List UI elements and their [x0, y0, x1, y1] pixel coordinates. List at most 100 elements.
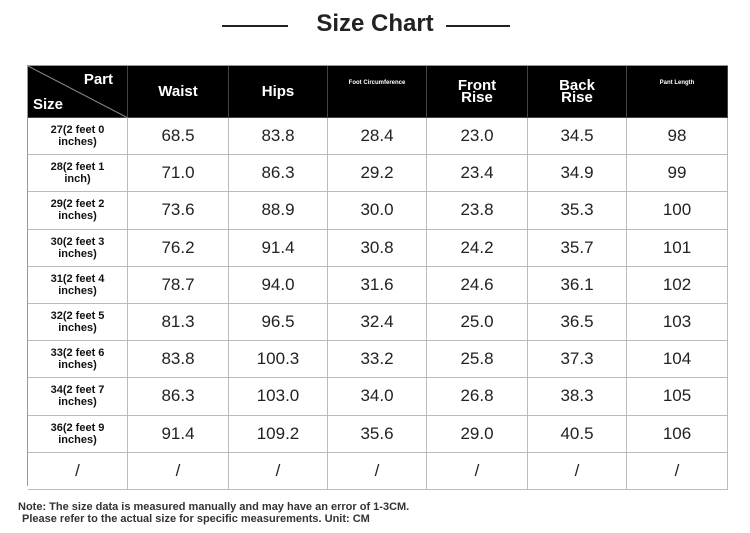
value-cell: /	[427, 452, 528, 490]
value-cell-text: 25.8	[460, 349, 494, 369]
value-cell: 38.3	[528, 378, 627, 416]
value-cell: 31.6	[328, 266, 427, 304]
title: Size Chart	[316, 10, 434, 37]
value-cell: 109.2	[229, 415, 328, 453]
value-cell: 104	[627, 341, 728, 379]
value-cell-text: 32.4	[360, 312, 394, 332]
value-cell: 105	[627, 378, 728, 416]
column-header-text: Hips	[261, 82, 295, 100]
corner-label: Part	[83, 71, 113, 88]
value-cell-text: 106	[662, 423, 692, 443]
size-table: Part Size Waist Hips Foot Circumference Front…	[27, 65, 728, 490]
value-cell: 73.6	[128, 192, 229, 230]
value-cell-text: 86.3	[161, 386, 195, 406]
value-cell: 91.4	[229, 229, 328, 267]
column-header: Pant Length	[627, 66, 728, 118]
value-cell: 30.8	[328, 229, 427, 267]
value-cell-text: 104	[662, 349, 692, 369]
column-header-text: Waist	[158, 82, 198, 100]
column-header: Back Rise	[528, 66, 627, 118]
value-cell: /	[627, 452, 728, 490]
value-cell-text: /	[275, 460, 281, 480]
value-cell-text: 103.0	[256, 386, 300, 406]
value-cell-text: 40.5	[560, 423, 594, 443]
value-cell: 81.3	[128, 304, 229, 342]
value-cell: 36.1	[528, 266, 627, 304]
value-cell-text: 29.2	[360, 163, 394, 183]
value-cell: 35.3	[528, 192, 627, 230]
value-cell-text: 38.3	[560, 386, 594, 406]
value-cell: 23.0	[427, 118, 528, 156]
value-cell-text: 78.7	[161, 274, 195, 294]
value-cell: 100.3	[229, 341, 328, 379]
value-cell-text: 36.5	[560, 312, 594, 332]
value-cell-text: 24.6	[460, 274, 494, 294]
value-cell-text: 23.4	[460, 163, 494, 183]
column-header: Waist	[128, 66, 229, 118]
value-cell-text: 31.6	[360, 274, 394, 294]
value-cell: 32.4	[328, 304, 427, 342]
size-cell: 27(2 feet 0 inches)	[28, 118, 128, 156]
value-cell-text: 33.2	[360, 349, 394, 369]
value-cell: 102	[627, 266, 728, 304]
value-cell: 106	[627, 415, 728, 453]
value-cell: 78.7	[128, 266, 229, 304]
size-cell-text: 28(2 feet 1 inch)	[50, 161, 105, 186]
value-cell-text: 83.8	[261, 126, 295, 146]
value-cell: 94.0	[229, 266, 328, 304]
size-cell: 33(2 feet 6 inches)	[28, 341, 128, 379]
size-cell-text: 32(2 feet 5 inches)	[50, 310, 105, 335]
value-cell: 99	[627, 155, 728, 193]
value-cell: 100	[627, 192, 728, 230]
value-cell: 40.5	[528, 415, 627, 453]
value-cell-text: 83.8	[161, 349, 195, 369]
size-cell-text: 30(2 feet 3 inches)	[50, 235, 105, 260]
value-cell: 33.2	[328, 341, 427, 379]
value-cell-text: 34.0	[360, 386, 394, 406]
value-cell: 25.8	[427, 341, 528, 379]
value-cell: 88.9	[229, 192, 328, 230]
size-cell: /	[28, 452, 128, 490]
size-cell: 34(2 feet 7 inches)	[28, 378, 128, 416]
value-cell-text: 30.0	[360, 200, 394, 220]
column-header-text: Front Rise	[457, 76, 497, 106]
value-cell: 36.5	[528, 304, 627, 342]
value-cell-text: 100.3	[256, 349, 300, 369]
value-cell-text: 68.5	[161, 126, 195, 146]
value-cell: 35.7	[528, 229, 627, 267]
value-cell: 29.2	[328, 155, 427, 193]
value-cell-text: 102	[662, 274, 692, 294]
value-cell-text: 96.5	[261, 312, 295, 332]
value-cell-text: 37.3	[560, 349, 594, 369]
value-cell-text: 98	[667, 126, 687, 146]
value-cell: 30.0	[328, 192, 427, 230]
value-cell: 91.4	[128, 415, 229, 453]
value-cell: /	[328, 452, 427, 490]
size-cell: 32(2 feet 5 inches)	[28, 304, 128, 342]
value-cell: 23.8	[427, 192, 528, 230]
value-cell-text: /	[374, 460, 380, 480]
value-cell-text: 109.2	[256, 423, 300, 443]
value-cell-text: /	[175, 460, 181, 480]
value-cell-text: /	[474, 460, 480, 480]
value-cell-text: 24.2	[460, 237, 494, 257]
value-cell: 29.0	[427, 415, 528, 453]
value-cell: 34.5	[528, 118, 627, 156]
value-cell-text: 101	[662, 237, 692, 257]
corner-diagonal	[28, 66, 128, 118]
value-cell-text: 86.3	[261, 163, 295, 183]
column-header-text: Foot Circumference	[348, 80, 406, 86]
value-cell: /	[229, 452, 328, 490]
value-cell: 86.3	[128, 378, 229, 416]
value-cell-text: 30.8	[360, 237, 394, 257]
value-cell-text: 35.7	[560, 237, 594, 257]
value-cell: 86.3	[229, 155, 328, 193]
value-cell-text: 88.9	[261, 200, 295, 220]
value-cell-text: /	[674, 460, 680, 480]
size-cell: 30(2 feet 3 inches)	[28, 229, 128, 267]
value-cell-text: 23.8	[460, 200, 494, 220]
value-cell: 24.2	[427, 229, 528, 267]
size-cell-text: 27(2 feet 0 inches)	[50, 124, 105, 149]
title-rule	[222, 25, 288, 27]
